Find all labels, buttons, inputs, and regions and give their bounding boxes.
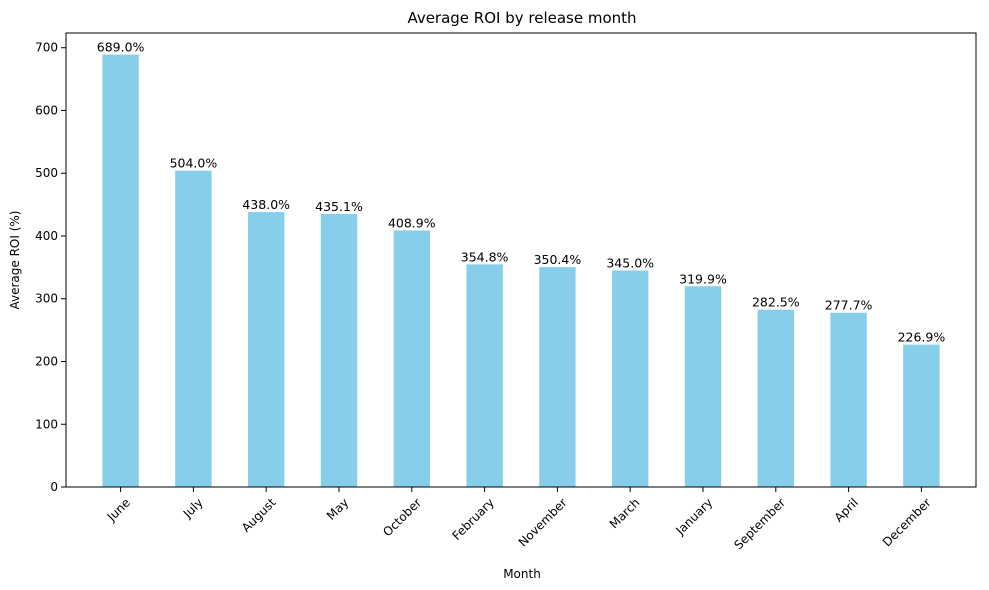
x-tick-label-august: August [239,495,279,535]
x-tick-label-october: October [380,495,424,539]
x-tick-label-march: March [607,495,643,531]
x-tick-label-november: November [516,495,570,549]
bar-november [539,267,576,487]
y-axis-label: Average ROI (%) [8,211,22,310]
x-tick-label-july: July [180,495,206,521]
bar-december [903,344,940,487]
y-tick-label-0: 0 [50,480,58,494]
y-axis: 0 100 200 300 400 500 600 700 [35,41,66,494]
x-tick-label-january: January [673,495,716,538]
data-label-march: 345.0% [606,256,654,271]
data-label-june: 689.0% [97,40,145,55]
bar-june [102,54,139,488]
y-tick-label-400: 400 [35,229,58,243]
plot-frame [65,32,977,488]
x-axis-label: Month [503,567,541,581]
bar-august [248,212,285,487]
data-label-may: 435.1% [315,199,363,214]
data-labels-group: 689.0% 504.0% 438.0% 435.1% 408.9% 354.8% 350.… [97,40,946,345]
data-label-july: 504.0% [170,156,218,171]
data-label-april: 277.7% [825,298,873,313]
y-tick-label-100: 100 [35,417,58,431]
data-label-october: 408.9% [388,215,436,230]
y-tick-label-200: 200 [35,354,58,368]
data-label-september: 282.5% [752,295,800,310]
x-tick-label-june: June [104,495,133,524]
x-tick-label-december: December [880,495,934,549]
data-label-february: 354.8% [461,249,509,264]
bar-january [684,286,722,487]
data-label-november: 350.4% [534,252,582,267]
bar-february [466,264,503,487]
y-tick-label-300: 300 [35,292,58,306]
y-tick-label-500: 500 [35,166,58,180]
bar-october [393,230,430,487]
x-tick-label-may: May [324,495,351,522]
y-tick-label-600: 600 [35,103,58,117]
x-tick-label-april: April [832,495,861,524]
data-label-december: 226.9% [898,330,946,345]
bar-april [830,312,867,487]
bar-march [612,270,649,487]
bar-july [175,170,212,487]
data-label-august: 438.0% [242,197,290,212]
bar-september [757,309,794,487]
bars-group [102,54,940,488]
bar-may [320,213,358,487]
x-axis: June July August May October February November… [104,487,934,552]
x-tick-label-september: September [731,495,788,552]
y-tick-label-700: 700 [35,41,58,55]
chart-title: Average ROI by release month [407,9,636,27]
data-label-january: 319.9% [679,271,727,286]
x-tick-label-february: February [449,495,497,543]
